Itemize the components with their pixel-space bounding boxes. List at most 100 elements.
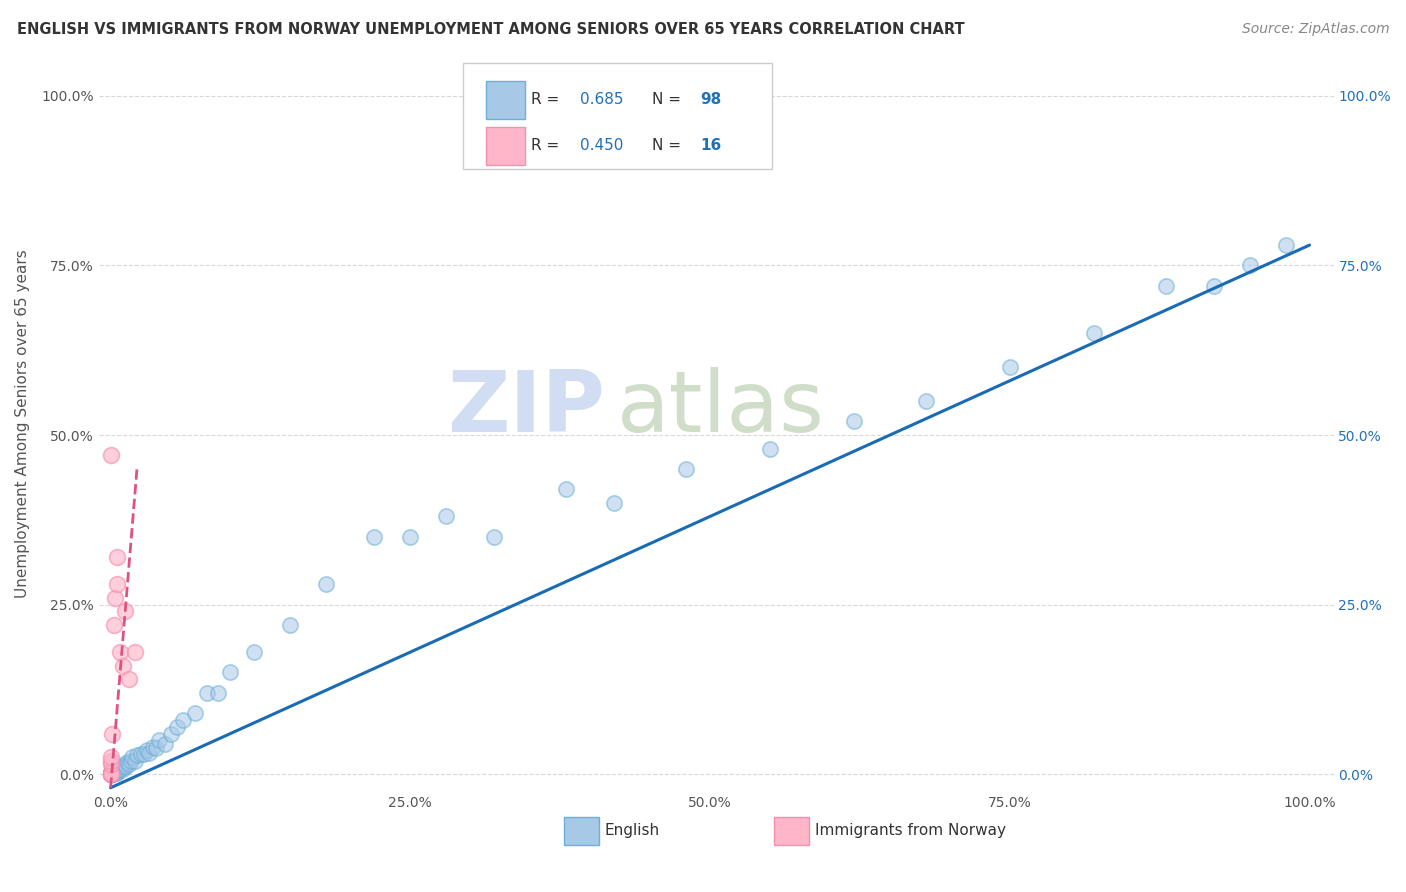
Text: N =: N = [652, 138, 686, 153]
English [100, 765, 122, 780]
English [112, 760, 135, 774]
Text: English: English [605, 823, 659, 838]
English [100, 765, 122, 780]
English [129, 747, 152, 761]
English [141, 740, 163, 755]
Y-axis label: Unemployment Among Seniors over 65 years: Unemployment Among Seniors over 65 years [15, 249, 30, 598]
English [100, 767, 122, 781]
English [107, 764, 129, 778]
FancyBboxPatch shape [564, 817, 599, 845]
English [759, 442, 782, 456]
English [108, 762, 131, 776]
English [100, 765, 122, 780]
English [100, 767, 122, 781]
English [145, 741, 167, 756]
English [101, 767, 124, 781]
English [1274, 238, 1296, 252]
English [434, 509, 457, 524]
English [100, 767, 122, 781]
Text: Source: ZipAtlas.com: Source: ZipAtlas.com [1241, 22, 1389, 37]
English [842, 414, 865, 428]
English [101, 764, 124, 778]
English [100, 767, 122, 781]
English [153, 737, 176, 751]
English [484, 530, 506, 544]
English [100, 767, 122, 781]
English [100, 767, 122, 781]
English [100, 767, 122, 781]
Text: R =: R = [531, 138, 564, 153]
English [100, 767, 122, 781]
English [100, 766, 122, 780]
Text: 0.450: 0.450 [581, 138, 624, 153]
Text: atlas: atlas [617, 367, 825, 450]
English [135, 743, 157, 757]
English [399, 530, 422, 544]
Immigrants from Norway [111, 658, 134, 673]
English [100, 767, 122, 781]
English [315, 577, 337, 591]
English [100, 767, 122, 781]
English [100, 767, 122, 781]
English [103, 764, 125, 779]
English [100, 767, 122, 781]
English [915, 394, 938, 409]
Text: Immigrants from Norway: Immigrants from Norway [815, 823, 1005, 838]
English [105, 765, 128, 780]
English [159, 726, 181, 740]
English [101, 764, 124, 779]
English [1154, 278, 1177, 293]
English [100, 767, 122, 781]
English [114, 757, 136, 772]
English [100, 766, 122, 780]
English [121, 750, 143, 764]
English [101, 765, 124, 780]
English [110, 760, 132, 774]
English [105, 764, 128, 779]
English [100, 767, 122, 781]
English [101, 767, 124, 781]
English [100, 766, 122, 780]
Text: N =: N = [652, 92, 686, 107]
English [1202, 278, 1225, 293]
English [100, 767, 122, 781]
Immigrants from Norway [124, 645, 146, 659]
English [166, 720, 188, 734]
Immigrants from Norway [117, 672, 139, 686]
English [100, 767, 122, 781]
English [117, 755, 139, 769]
English [219, 665, 242, 680]
Immigrants from Norway [100, 750, 122, 764]
English [183, 706, 205, 721]
English [104, 764, 127, 778]
FancyBboxPatch shape [463, 62, 772, 169]
English [675, 462, 697, 476]
Immigrants from Norway [108, 645, 131, 659]
English [998, 360, 1021, 375]
English [101, 766, 124, 780]
English [101, 765, 124, 780]
English [101, 765, 124, 780]
Text: ZIP: ZIP [447, 367, 605, 450]
English [101, 765, 124, 780]
FancyBboxPatch shape [486, 127, 524, 164]
Immigrants from Norway [104, 591, 127, 605]
English [138, 746, 160, 760]
English [100, 767, 122, 781]
English [120, 754, 142, 768]
Immigrants from Norway [100, 757, 122, 772]
English [111, 762, 134, 776]
English [100, 767, 122, 781]
Text: 98: 98 [700, 92, 721, 107]
English [101, 766, 124, 780]
English [100, 767, 122, 781]
Text: ENGLISH VS IMMIGRANTS FROM NORWAY UNEMPLOYMENT AMONG SENIORS OVER 65 YEARS CORRE: ENGLISH VS IMMIGRANTS FROM NORWAY UNEMPL… [17, 22, 965, 37]
Immigrants from Norway [100, 754, 122, 768]
FancyBboxPatch shape [486, 81, 524, 119]
Immigrants from Norway [100, 449, 122, 463]
English [103, 765, 125, 780]
English [100, 767, 122, 781]
English [100, 767, 122, 781]
Immigrants from Norway [100, 767, 122, 781]
Immigrants from Norway [114, 604, 136, 618]
